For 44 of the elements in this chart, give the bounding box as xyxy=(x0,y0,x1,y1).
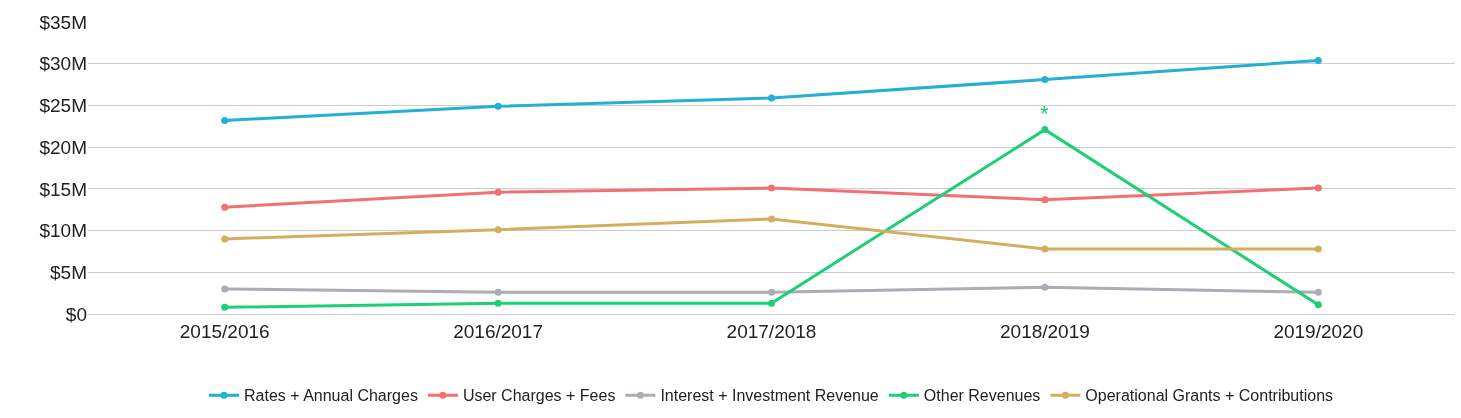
point xyxy=(494,226,502,234)
point xyxy=(768,299,775,307)
point xyxy=(1041,283,1049,291)
point xyxy=(1314,288,1322,296)
x-tick-label: 2016/2017 xyxy=(453,320,544,342)
point xyxy=(1314,184,1322,192)
legend-label: Rates + Annual Charges xyxy=(244,387,418,405)
legend-label: Interest + Investment Revenue xyxy=(660,387,879,405)
point xyxy=(221,285,229,293)
y-tick-label: $35M xyxy=(39,11,87,33)
point xyxy=(1041,245,1049,253)
point xyxy=(494,102,502,110)
point xyxy=(1041,76,1049,84)
point xyxy=(1314,245,1322,253)
point xyxy=(1314,56,1322,64)
point xyxy=(221,203,229,211)
x-tick-label: 2019/2020 xyxy=(1273,320,1364,342)
point xyxy=(768,288,775,296)
point xyxy=(494,288,502,296)
point xyxy=(768,215,775,223)
point xyxy=(221,303,229,311)
legend-label: User Charges + Fees xyxy=(462,387,616,405)
point xyxy=(221,235,229,243)
point xyxy=(768,184,775,192)
y-tick-label: $5M xyxy=(50,261,87,283)
point xyxy=(494,188,502,196)
x-tick-label: 2015/2016 xyxy=(179,320,270,342)
legend-label: Operational Grants + Contributions xyxy=(1085,387,1334,405)
point xyxy=(221,116,229,124)
point xyxy=(494,299,502,307)
x-tick-label: 2018/2019 xyxy=(999,320,1090,342)
y-tick-label: $25M xyxy=(39,95,87,117)
point xyxy=(1041,196,1049,204)
point xyxy=(1314,301,1322,309)
y-tick-label: $15M xyxy=(39,178,87,200)
y-tick-label: $20M xyxy=(39,136,87,158)
y-tick-label: $30M xyxy=(39,53,87,75)
x-tick-label: 2017/2018 xyxy=(726,320,817,342)
y-tick-label: $0 xyxy=(65,303,87,325)
annotation: * xyxy=(1040,101,1049,126)
point xyxy=(768,94,775,102)
y-tick-label: $10M xyxy=(39,220,87,242)
legend-label: Other Revenues xyxy=(923,387,1041,405)
point xyxy=(1041,126,1049,134)
